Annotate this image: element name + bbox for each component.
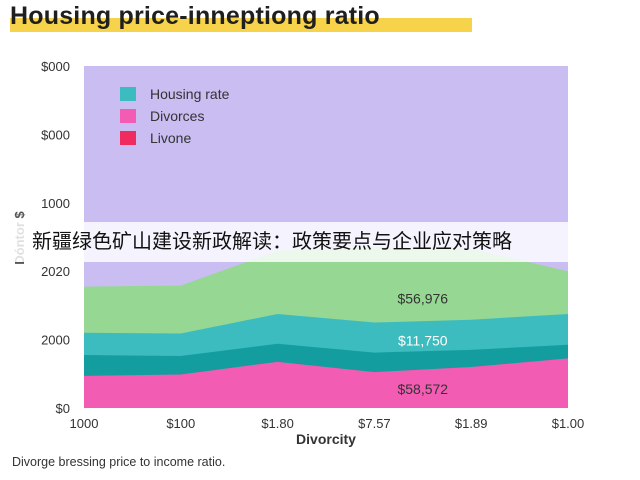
x-tick-label: $1.80: [261, 416, 294, 431]
legend-swatch: [120, 87, 136, 101]
chart-caption: Divorge bressing price to income ratio.: [12, 455, 226, 469]
y-tick-label: 1000: [41, 196, 70, 211]
x-tick-label: $1.89: [455, 416, 488, 431]
legend-label: Divorces: [150, 108, 204, 124]
x-tick-label: $100: [166, 416, 195, 431]
legend-swatch: [120, 131, 136, 145]
chart-title: Housing price-inneptiong ratio: [10, 2, 380, 30]
overlay-banner: 新疆绿色矿山建设新政解读：政策要点与企业应对策略: [14, 222, 624, 262]
y-tick-label: $000: [41, 59, 70, 74]
x-tick-label: $1.00: [552, 416, 585, 431]
legend-label: Housing rate: [150, 86, 230, 102]
y-tick-label: $000: [41, 127, 70, 142]
legend-label: Livone: [150, 130, 191, 146]
x-axis-label: Divorcity: [296, 431, 356, 447]
title-highlight: [10, 18, 472, 32]
y-tick-label: 2020: [41, 264, 70, 279]
area-band-0: [84, 358, 568, 408]
data-label: $56,976: [397, 291, 448, 307]
title-wrap: Housing price-inneptiong ratio: [10, 2, 472, 32]
legend-swatch: [120, 109, 136, 123]
data-label: $11,750: [398, 332, 448, 348]
y-tick-label: $0: [56, 401, 70, 416]
data-label: $58,572: [397, 381, 448, 397]
y-tick-label: 2000: [41, 333, 70, 348]
x-tick-label: $7.57: [358, 416, 391, 431]
x-tick-label: 1000: [70, 416, 99, 431]
